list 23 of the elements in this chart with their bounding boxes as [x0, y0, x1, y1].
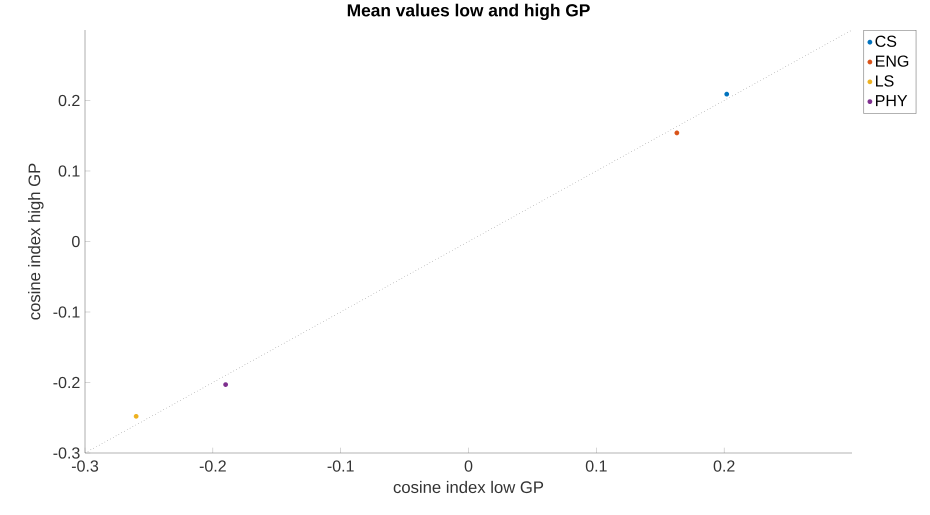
legend-label: ENG [876, 55, 908, 67]
x-tick-label: 0.2 [714, 460, 734, 472]
y-tick-label: -0.2 [53, 376, 80, 388]
legend-label: LS [876, 75, 894, 87]
x-tick-label: 0 [464, 460, 472, 472]
y-tick-label: 0.2 [58, 94, 80, 106]
y-tick-label: 0 [72, 236, 80, 248]
point [724, 92, 730, 97]
legend-label: PHY [876, 95, 908, 106]
y-axis-title: cosine index high GP [28, 164, 44, 320]
point [674, 130, 680, 136]
y-tick-label: -0.3 [53, 447, 80, 459]
x-tick-label: -0.3 [72, 460, 98, 472]
x-axis-title: cosine index low GP [394, 480, 544, 494]
x-tick-label: -0.2 [200, 460, 226, 472]
point [223, 382, 228, 388]
y-tick-label: -0.1 [53, 306, 80, 318]
point [134, 414, 139, 419]
chart-title: Mean values low and high GP [348, 4, 590, 20]
y-tick-label: 0.1 [58, 165, 80, 177]
x-tick-label: -0.1 [328, 460, 354, 472]
legend-label: CS [876, 36, 896, 47]
x-tick-label: 0.1 [586, 460, 607, 472]
